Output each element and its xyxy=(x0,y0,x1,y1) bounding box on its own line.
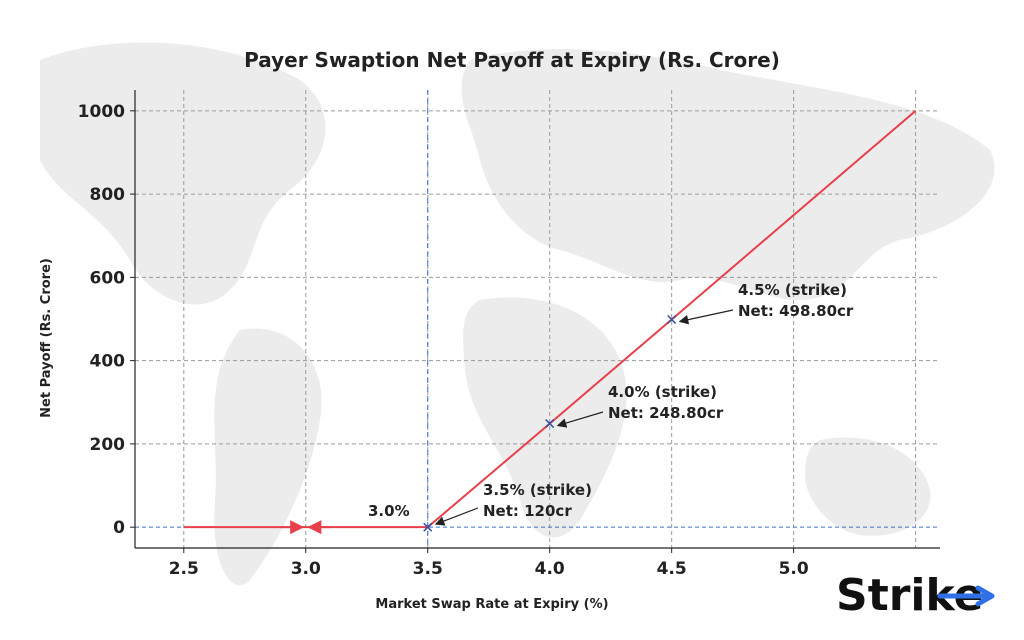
logo-arrow-icon xyxy=(937,585,995,607)
annotation-4-0-arrow xyxy=(556,411,604,428)
chart-title: Payer Swaption Net Payoff at Expiry (Rs.… xyxy=(244,48,780,72)
y-tick-label-1: 200 xyxy=(90,435,126,455)
axes xyxy=(134,90,940,549)
annotation-4-5-arrow xyxy=(678,309,734,325)
x-tick-label-2: 3.5 xyxy=(413,559,443,579)
y-axis-label: Net Payoff (Rs. Crore) xyxy=(39,258,54,418)
y-tick-label-4: 800 xyxy=(90,185,126,205)
markers-group xyxy=(423,314,677,532)
world-map-background xyxy=(40,42,995,586)
x-tick-labels: 2.5 3.0 3.5 4.0 4.5 5.0 xyxy=(169,548,809,579)
x-tick-label-1: 3.0 xyxy=(291,559,321,579)
annotations-group: 3.0% 3.5% (strike) Net: 120cr 4.0% (strike)… xyxy=(368,281,854,526)
annotation-3-5-arrow xyxy=(434,507,479,526)
x-tick-label-5: 5.0 xyxy=(779,559,809,579)
annotation-4-5-line1: 4.5% (strike) xyxy=(738,281,847,299)
y-tick-label-3: 600 xyxy=(90,268,126,288)
x-tick-label-4: 4.5 xyxy=(657,559,687,579)
annotation-3-5-line2: Net: 120cr xyxy=(483,502,572,520)
strike-logo: Strike xyxy=(836,570,995,621)
annotation-4-0-line1: 4.0% (strike) xyxy=(608,383,717,401)
series-group xyxy=(183,110,917,535)
annotation-4-5-line2: Net: 498.80cr xyxy=(738,302,854,320)
y-tick-label-2: 400 xyxy=(90,352,126,372)
annotation-4-0-line2: Net: 248.80cr xyxy=(608,404,724,422)
y-tick-label-0: 0 xyxy=(113,518,125,538)
x-tick-label-0: 2.5 xyxy=(169,559,199,579)
point-marker-0 xyxy=(423,522,433,532)
point-marker-1 xyxy=(545,419,555,429)
y-tick-label-5: 1000 xyxy=(78,102,125,122)
y-tick-labels: 0 200 400 600 800 1000 xyxy=(78,102,135,538)
point-marker-2 xyxy=(667,314,677,325)
x-tick-label-3: 4.0 xyxy=(535,559,565,579)
x-axis-label: Market Swap Rate at Expiry (%) xyxy=(375,597,608,612)
annotation-3-0-label: 3.0% xyxy=(368,502,410,520)
annotation-3-5-line1: 3.5% (strike) xyxy=(483,481,592,499)
